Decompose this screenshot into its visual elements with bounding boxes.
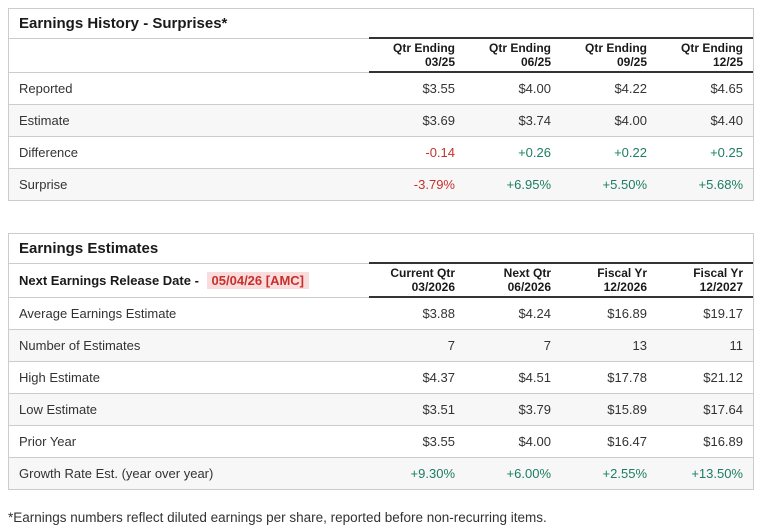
column-header: Next Qtr 06/2026	[465, 262, 561, 298]
cell-value: +2.55%	[602, 466, 647, 481]
cell-value: $16.47	[607, 434, 647, 449]
cell-value: +0.26	[518, 145, 551, 160]
cell-value: $4.51	[518, 370, 551, 385]
cell-value: $4.00	[518, 434, 551, 449]
row-label: Difference	[19, 145, 79, 160]
cell-value: $17.64	[703, 402, 743, 417]
cell-value: +9.30%	[410, 466, 455, 481]
earnings-estimates-grid: Next Earnings Release Date - 05/04/26 [A…	[9, 262, 753, 489]
cell-value: $16.89	[703, 434, 743, 449]
table-row-growth-rate-est: Growth Rate Est. (year over year) +9.30%…	[9, 457, 753, 489]
column-header: Fiscal Yr 12/2026	[561, 262, 657, 298]
cell-value: 7	[543, 338, 551, 353]
cell-value: $16.89	[607, 306, 647, 321]
column-header: Qtr Ending 06/25	[465, 37, 561, 73]
row-label: Surprise	[19, 177, 68, 192]
table-title: Earnings History - Surprises*	[19, 15, 228, 32]
column-header: Qtr Ending 12/25	[657, 37, 753, 73]
row-label: Prior Year	[19, 434, 77, 449]
cell-value: $4.00	[518, 81, 551, 96]
table-row-reported: Reported $3.55 $4.00 $4.22 $4.65	[9, 72, 753, 105]
cell-value: $4.65	[710, 81, 743, 96]
table-row-high-estimate: High Estimate $4.37 $4.51 $17.78 $21.12	[9, 361, 753, 394]
cell-value: +5.50%	[602, 177, 647, 192]
cell-value: +5.68%	[698, 177, 743, 192]
next-earnings-release-date: 05/04/26 [AMC]	[206, 271, 310, 289]
cell-value: $3.74	[518, 113, 551, 128]
release-date-label: Next Earnings Release Date -	[19, 272, 199, 288]
cell-value: $19.17	[703, 306, 743, 321]
header-row: Next Earnings Release Date - 05/04/26 [A…	[9, 262, 753, 298]
earnings-estimates-table: Earnings Estimates Next Earnings Release…	[8, 233, 754, 490]
table-row-low-estimate: Low Estimate $3.51 $3.79 $15.89 $17.64	[9, 393, 753, 426]
table-row-estimate: Estimate $3.69 $3.74 $4.00 $4.40	[9, 104, 753, 137]
next-earnings-release: Next Earnings Release Date - 05/04/26 [A…	[9, 262, 369, 298]
cell-value: $3.55	[422, 434, 455, 449]
table-row-surprise: Surprise -3.79% +6.95% +5.50% +5.68%	[9, 168, 753, 200]
cell-value: $3.51	[422, 402, 455, 417]
cell-value: +0.22	[614, 145, 647, 160]
header-row: Qtr Ending 03/25 Qtr Ending 06/25 Qtr En…	[9, 37, 753, 73]
table-row-average-earnings-estimate: Average Earnings Estimate $3.88 $4.24 $1…	[9, 297, 753, 330]
column-header: Qtr Ending 09/25	[561, 37, 657, 73]
column-header: Qtr Ending 03/25	[369, 37, 465, 73]
footnote: *Earnings numbers reflect diluted earnin…	[8, 510, 547, 525]
table-row-number-of-estimates: Number of Estimates 7 7 13 11	[9, 329, 753, 362]
earnings-history-grid: Qtr Ending 03/25 Qtr Ending 06/25 Qtr En…	[9, 37, 753, 200]
cell-value: +13.50%	[691, 466, 743, 481]
column-header: Fiscal Yr 12/2027	[657, 262, 753, 298]
column-header-blank	[9, 37, 369, 73]
cell-value: 13	[632, 338, 647, 353]
cell-value: +0.25	[710, 145, 743, 160]
row-label: High Estimate	[19, 370, 100, 385]
cell-value: $17.78	[607, 370, 647, 385]
row-label: Reported	[19, 80, 73, 96]
row-label: Number of Estimates	[19, 338, 141, 353]
cell-value: $3.88	[422, 306, 455, 321]
earnings-history-table: Earnings History - Surprises* Qtr Ending…	[8, 8, 754, 201]
table-title: Earnings Estimates	[19, 240, 159, 257]
table-row-difference: Difference -0.14 +0.26 +0.22 +0.25	[9, 136, 753, 169]
cell-value: 11	[729, 338, 744, 353]
cell-value: 7	[447, 338, 455, 353]
cell-value: $3.79	[518, 402, 551, 417]
row-label: Growth Rate Est. (year over year)	[19, 466, 214, 481]
row-label: Average Earnings Estimate	[19, 305, 177, 321]
cell-value: -3.79%	[413, 177, 455, 192]
cell-value: $4.37	[422, 370, 455, 385]
cell-value: $4.22	[614, 81, 647, 96]
cell-value: $4.40	[710, 113, 743, 128]
cell-value: +6.00%	[506, 466, 551, 481]
cell-value: +6.95%	[506, 177, 551, 192]
cell-value: $3.55	[422, 81, 455, 96]
cell-value: $4.00	[614, 113, 647, 128]
cell-value: $15.89	[607, 402, 647, 417]
cell-value: -0.14	[425, 145, 455, 160]
cell-value: $21.12	[703, 370, 743, 385]
column-header: Current Qtr 03/2026	[369, 262, 465, 298]
table-row-prior-year: Prior Year $3.55 $4.00 $16.47 $16.89	[9, 425, 753, 458]
row-label: Estimate	[19, 113, 70, 128]
row-label: Low Estimate	[19, 402, 98, 417]
cell-value: $4.24	[518, 306, 551, 321]
cell-value: $3.69	[422, 113, 455, 128]
